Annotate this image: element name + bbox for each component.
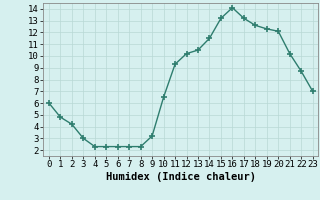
X-axis label: Humidex (Indice chaleur): Humidex (Indice chaleur) [106, 172, 256, 182]
